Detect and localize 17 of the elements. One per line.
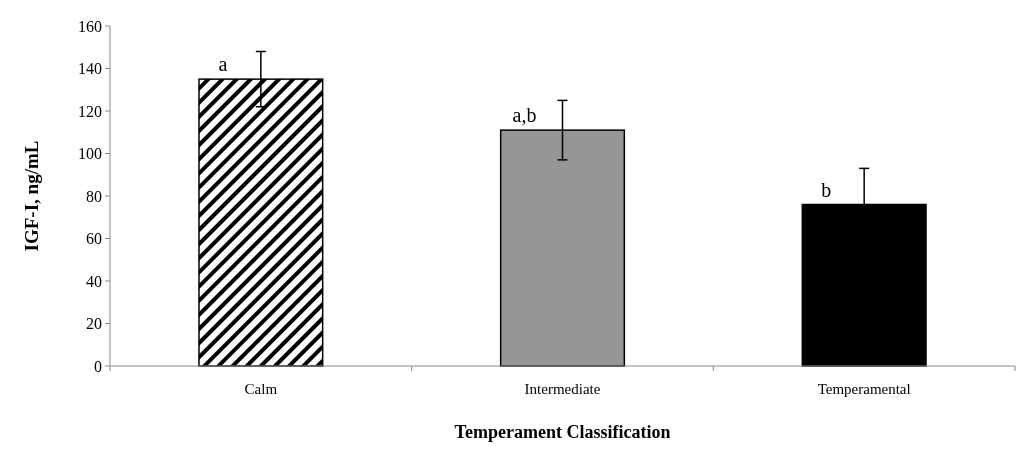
y-tick-label: 40 bbox=[86, 272, 102, 290]
y-tick-label: 60 bbox=[86, 230, 102, 248]
y-axis-title: IGF-I, ng/mL bbox=[21, 140, 42, 252]
y-tick-label: 140 bbox=[78, 60, 102, 78]
y-tick-label: 120 bbox=[78, 102, 102, 120]
x-tick-label: Intermediate bbox=[524, 381, 601, 397]
x-tick-label: Temperamental bbox=[817, 381, 911, 397]
x-tick-label: Calm bbox=[244, 381, 278, 397]
y-tick-label: 100 bbox=[78, 145, 102, 163]
y-tick-label: 20 bbox=[86, 315, 102, 333]
annotation: a bbox=[218, 53, 228, 76]
annotation: a,b bbox=[512, 104, 537, 127]
x-axis-title: Temperament Classification bbox=[454, 422, 671, 442]
annotation: b bbox=[821, 178, 832, 201]
y-tick-label: 0 bbox=[94, 357, 102, 375]
y-tick-label: 160 bbox=[78, 17, 102, 35]
y-tick-label: 80 bbox=[86, 187, 102, 205]
